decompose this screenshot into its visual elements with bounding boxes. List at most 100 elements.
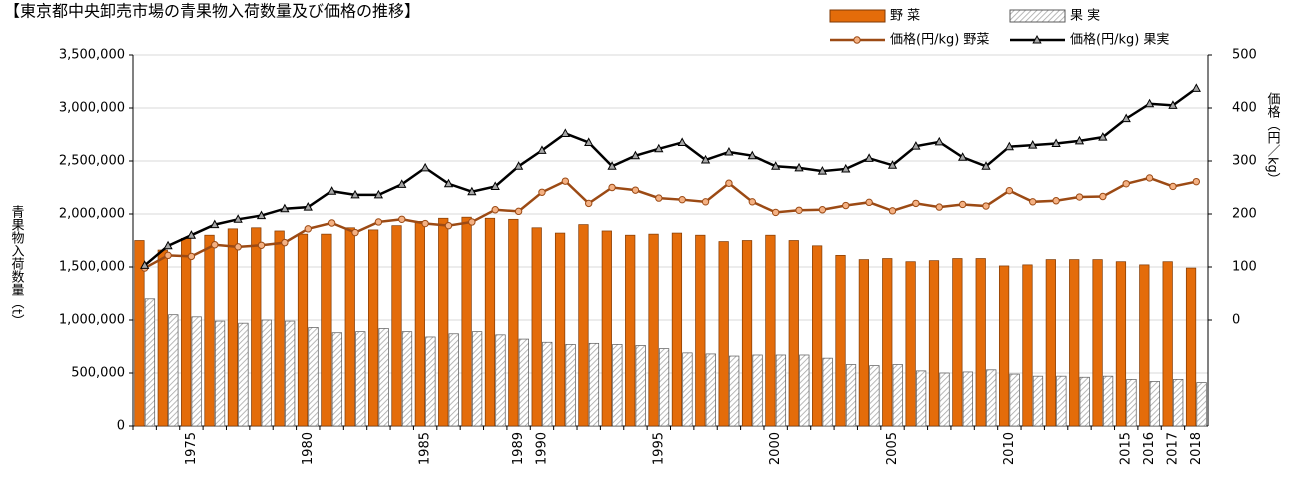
marker: [281, 238, 289, 247]
marker: [280, 203, 290, 213]
bar: [858, 259, 869, 427]
x-tick-label: 2005: [885, 432, 900, 465]
bar: [168, 314, 179, 427]
bar: [812, 245, 823, 427]
bar: [238, 322, 249, 427]
bar: [251, 227, 262, 427]
marker: [864, 153, 874, 162]
marker: [467, 186, 477, 196]
y-tick-label: 1,500,000: [59, 260, 125, 275]
bar: [612, 344, 623, 427]
marker: [373, 189, 384, 199]
y-tick-label: 3,500,000: [59, 48, 125, 63]
y2-tick-label: 0: [1232, 313, 1240, 328]
marker: [1029, 198, 1037, 206]
marker: [397, 179, 407, 188]
marker: [585, 199, 593, 208]
bar: [939, 372, 950, 427]
marker: [795, 206, 803, 214]
marker: [186, 230, 197, 239]
bar: [1092, 259, 1103, 427]
bar: [916, 370, 927, 427]
marker: [1145, 174, 1154, 182]
marker: [1122, 180, 1130, 188]
marker: [841, 163, 851, 173]
bar: [1045, 259, 1056, 427]
bar: [648, 233, 659, 427]
marker: [865, 198, 873, 207]
bar: [695, 234, 706, 427]
legend-marker: [1032, 34, 1042, 44]
marker: [164, 251, 172, 260]
x-tick-label: 2017: [1165, 432, 1180, 465]
marker: [725, 179, 733, 187]
marker: [374, 218, 383, 226]
x-tick-label: 1980: [301, 432, 316, 465]
bar: [472, 331, 483, 427]
y2-tick-label: 100: [1232, 260, 1257, 275]
bar: [1149, 381, 1160, 427]
chart-title: 【東京都中央卸売市場の青果物入荷数量及び価格の推移】: [4, 2, 420, 21]
marker: [561, 177, 570, 185]
marker: [631, 186, 640, 194]
marker: [584, 137, 594, 146]
bar: [285, 320, 296, 427]
bar: [635, 345, 646, 427]
bar: [1079, 376, 1090, 427]
marker: [327, 186, 337, 195]
x-tick-label: 1989: [511, 432, 526, 465]
marker: [256, 210, 267, 220]
bar: [962, 371, 973, 427]
y-tick-label: 2,500,000: [59, 154, 125, 169]
marker: [1028, 140, 1038, 149]
x-tick-label: 1990: [534, 432, 549, 465]
marker: [444, 221, 453, 230]
marker: [817, 166, 828, 175]
bar: [788, 240, 799, 427]
marker: [934, 136, 944, 146]
bar: [658, 348, 670, 427]
marker: [350, 189, 360, 199]
x-tick-label: 2010: [1002, 432, 1017, 465]
y2-tick-label: 200: [1232, 207, 1257, 222]
bar: [1162, 261, 1173, 427]
bar: [227, 228, 239, 427]
y-axis-label: 青果物入荷数量（t）: [9, 205, 25, 327]
bar: [741, 240, 753, 427]
marker: [1192, 177, 1201, 186]
marker: [1121, 113, 1131, 123]
bar: [484, 217, 496, 427]
bar: [508, 218, 519, 427]
marker: [1075, 193, 1084, 201]
bar: [578, 224, 589, 427]
bar: [448, 333, 459, 427]
marker: [678, 195, 686, 204]
y-tick-label: 0: [117, 419, 125, 434]
marker: [887, 160, 898, 169]
marker: [771, 208, 780, 217]
marker: [140, 260, 150, 269]
bar: [425, 336, 436, 427]
bar: [308, 327, 319, 427]
bar: [542, 341, 553, 427]
line: [144, 176, 1197, 270]
marker: [513, 161, 524, 170]
bar: [882, 258, 893, 427]
marker: [842, 201, 850, 210]
bar: [331, 332, 343, 427]
legend-swatch: [829, 9, 886, 23]
bar: [1009, 373, 1020, 427]
marker: [514, 207, 523, 216]
marker: [1144, 98, 1155, 108]
y2-axis-label: 価格（円／kg）: [1265, 92, 1281, 186]
bar: [1139, 264, 1150, 427]
legend-label: 価格(円/kg) 野菜: [890, 32, 989, 48]
bar: [565, 344, 576, 427]
bar: [461, 216, 472, 427]
marker: [187, 252, 196, 261]
marker: [630, 150, 641, 160]
legend-label: 野 菜: [890, 9, 920, 24]
bar: [214, 320, 226, 427]
marker: [958, 200, 967, 209]
